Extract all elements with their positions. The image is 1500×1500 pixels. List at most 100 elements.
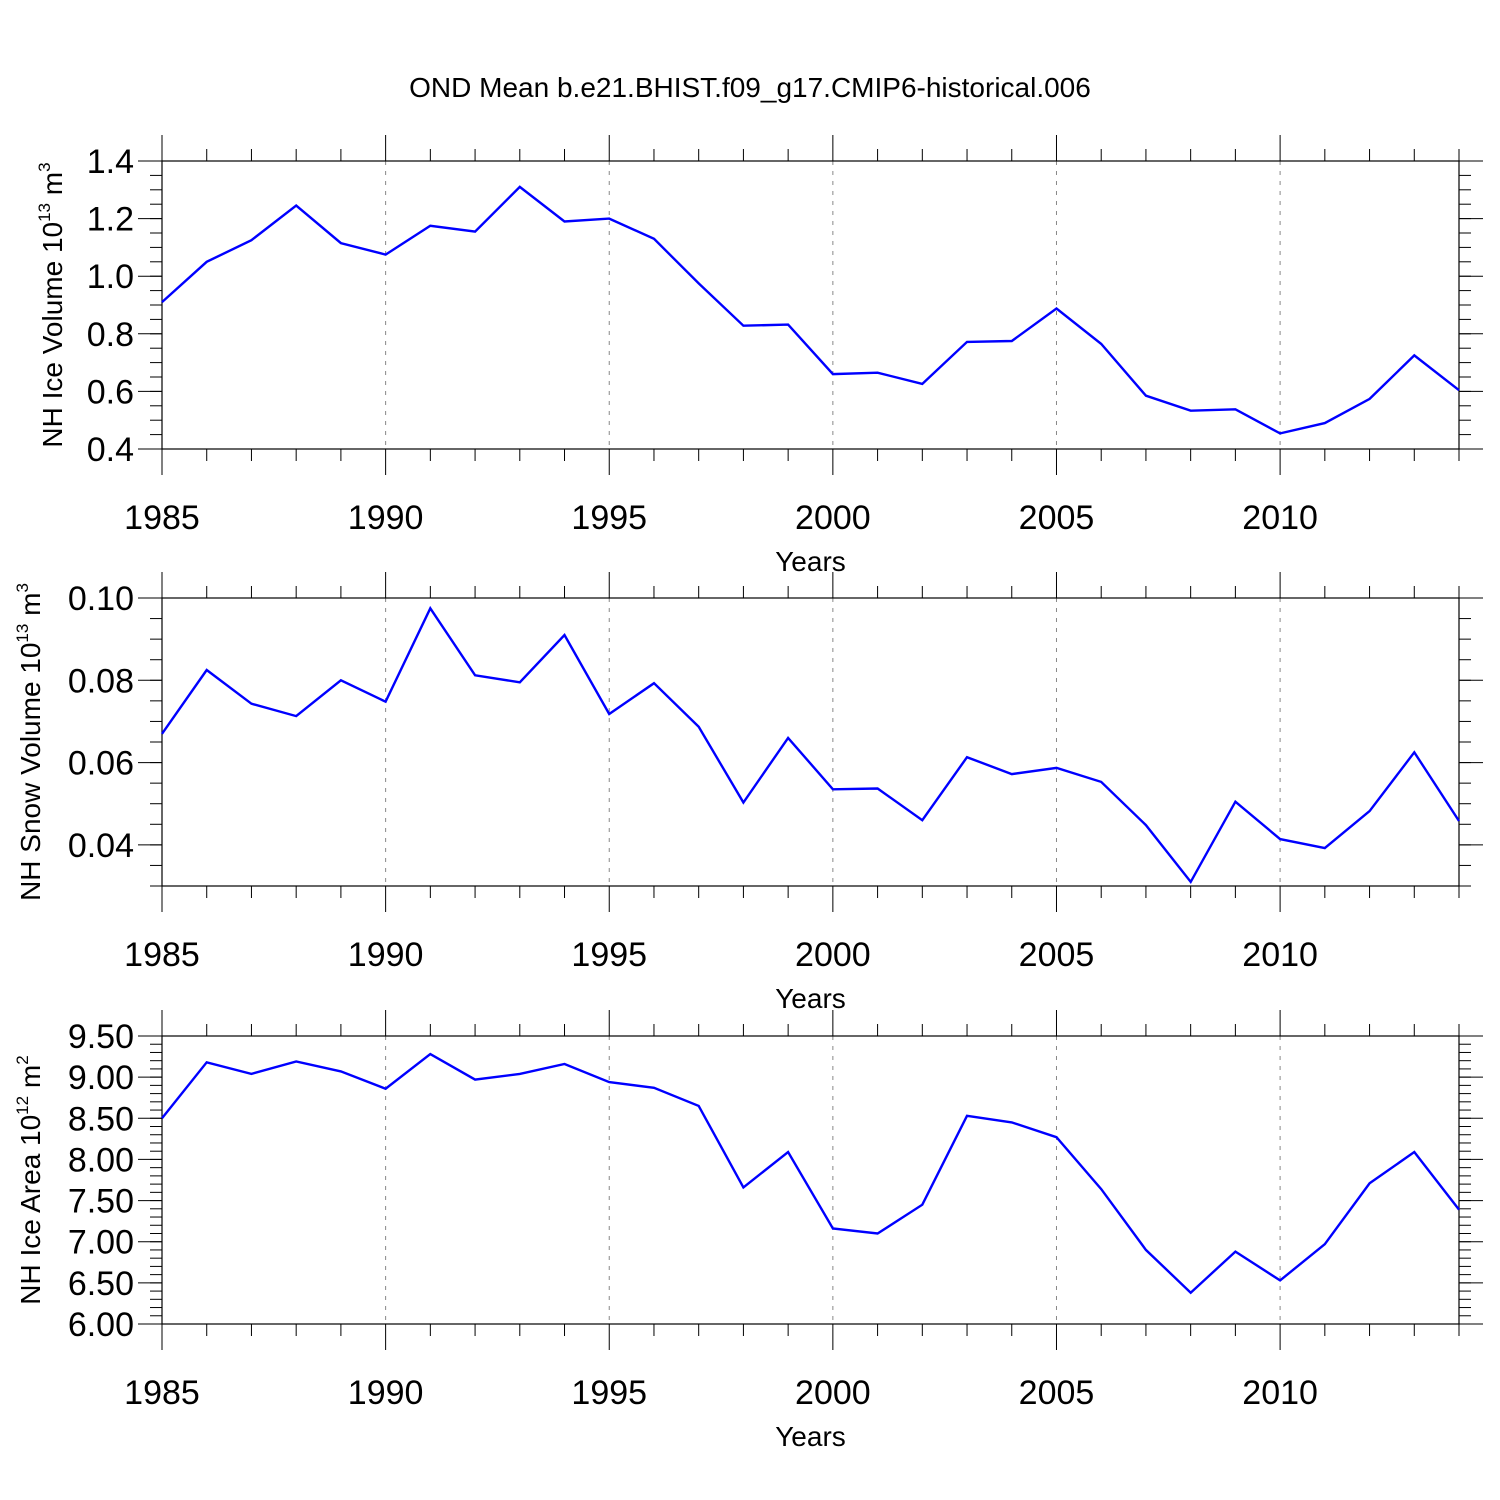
data-point: [1278, 837, 1282, 841]
data-point: [563, 219, 567, 223]
data-point: [876, 1231, 880, 1235]
data-point: [339, 241, 343, 245]
data-point: [607, 712, 611, 716]
x-tick-label: 2000: [795, 1374, 871, 1412]
data-point: [1189, 409, 1193, 413]
x-tick-label: 1985: [124, 499, 200, 537]
data-point: [428, 224, 432, 228]
data-point: [1054, 766, 1058, 770]
y-tick-label: 8.50: [68, 1100, 134, 1138]
panels: 0.4 0.6 0.8 1.0 1.2 1.4 1985 1990 1995 2000 2005 20…: [13, 135, 1483, 1452]
data-point: [518, 1072, 522, 1076]
x-tick-label: 2000: [795, 936, 871, 974]
data-point: [831, 1227, 835, 1231]
y-tick-label: 0.10: [68, 580, 134, 618]
x-tick-label: 2005: [1019, 499, 1095, 537]
data-point: [249, 238, 253, 242]
data-point: [786, 736, 790, 740]
figure-title: OND Mean b.e21.BHIST.f09_g17.CMIP6-histo…: [409, 72, 1091, 103]
y-tick-label: 0.6: [87, 373, 134, 411]
x-tick-label: 1985: [124, 1374, 200, 1412]
data-point: [1144, 394, 1148, 398]
data-point: [1010, 1120, 1014, 1124]
data-point: [876, 371, 880, 375]
x-tick-label: 1990: [348, 936, 424, 974]
y-axis-title: NH Ice Volume 1013 m3: [35, 162, 68, 447]
data-point: [1099, 1187, 1103, 1191]
y-axis-title: NH Snow Volume 1013 m3: [13, 583, 46, 901]
data-point: [1457, 819, 1461, 823]
y-tick-label: 6.00: [68, 1306, 134, 1344]
data-point: [384, 253, 388, 257]
y-tick-label: 0.06: [68, 745, 134, 783]
data-point: [831, 372, 835, 376]
data-point: [473, 673, 477, 677]
data-point: [1412, 750, 1416, 754]
y-tick-label: 9.50: [68, 1018, 134, 1056]
data-point: [205, 668, 209, 672]
panel-ice-area: 6.006.507.007.50 8.008.509.009.50 1985 1990…: [13, 1010, 1483, 1452]
x-tick-label: 2005: [1019, 936, 1095, 974]
x-tick-label: 1985: [124, 936, 200, 974]
data-point: [607, 217, 611, 221]
series-line-ice-area: [161, 1052, 1460, 1295]
data-point: [518, 185, 522, 189]
data-point: [249, 1072, 253, 1076]
data-point: [473, 230, 477, 234]
data-point: [249, 702, 253, 706]
x-axis-title: Years: [775, 983, 846, 1014]
data-point: [1278, 1278, 1282, 1282]
data-point: [1368, 1181, 1372, 1185]
x-tick-label: 1990: [348, 1374, 424, 1412]
data-point: [1457, 388, 1461, 392]
data-point: [1278, 431, 1282, 435]
y-tick-label: 0.08: [68, 662, 134, 700]
data-point: [1054, 306, 1058, 310]
data-point: [339, 1069, 343, 1073]
data-point: [1233, 800, 1237, 804]
x-tick-label: 1995: [571, 499, 647, 537]
data-point: [160, 1116, 164, 1120]
data-point: [607, 1080, 611, 1084]
data-point: [697, 281, 701, 285]
y-tick-label: 7.00: [68, 1224, 134, 1262]
data-point: [831, 787, 835, 791]
y-tick-label: 7.50: [68, 1183, 134, 1221]
data-point: [920, 382, 924, 386]
x-tick-label: 2010: [1242, 936, 1318, 974]
panel-ice-volume: 0.4 0.6 0.8 1.0 1.2 1.4 1985 1990 1995 2000 2005 20…: [35, 135, 1483, 577]
x-tick-label: 1995: [571, 1374, 647, 1412]
panel-snow-volume: 0.04 0.06 0.08 0.10 1985 1990 1995 2000 2005 2010…: [13, 572, 1483, 1014]
data-point: [563, 1062, 567, 1066]
data-point: [205, 1060, 209, 1064]
data-point: [965, 1114, 969, 1118]
y-tick-label: 1.0: [87, 258, 134, 296]
data-point: [786, 1150, 790, 1154]
y-axis-title: NH Ice Area 1012 m2: [13, 1055, 46, 1304]
data-point: [205, 260, 209, 264]
x-axis-title: Years: [775, 546, 846, 577]
data-point: [741, 1185, 745, 1189]
data-point: [965, 340, 969, 344]
y-tick-label: 9.00: [68, 1059, 134, 1097]
data-point: [428, 606, 432, 610]
data-point: [1457, 1208, 1461, 1212]
data-point: [1323, 846, 1327, 850]
x-tick-label: 2010: [1242, 1374, 1318, 1412]
x-tick-label: 2005: [1019, 1374, 1095, 1412]
data-point: [563, 633, 567, 637]
data-point: [741, 800, 745, 804]
x-tick-label: 1995: [571, 936, 647, 974]
x-tick-label: 1990: [348, 499, 424, 537]
y-tick-label: 0.8: [87, 316, 134, 354]
data-point: [965, 755, 969, 759]
data-point: [1233, 407, 1237, 411]
data-point: [1099, 342, 1103, 346]
x-tick-label: 2010: [1242, 499, 1318, 537]
data-point: [1189, 1291, 1193, 1295]
data-point: [876, 786, 880, 790]
data-point: [294, 714, 298, 718]
data-point: [160, 732, 164, 736]
data-point: [1412, 1150, 1416, 1154]
